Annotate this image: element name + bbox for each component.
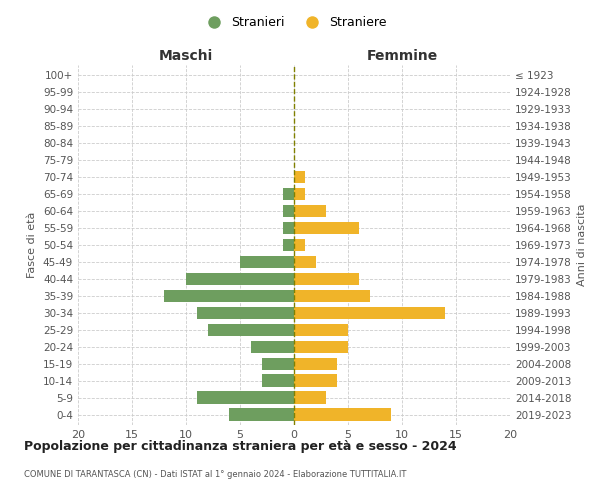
- Y-axis label: Fasce di età: Fasce di età: [28, 212, 37, 278]
- Bar: [283, 238, 294, 252]
- Bar: [197, 392, 294, 404]
- Bar: [294, 324, 348, 336]
- Bar: [262, 358, 294, 370]
- Bar: [294, 170, 305, 183]
- Bar: [208, 324, 294, 336]
- Bar: [186, 272, 294, 285]
- Y-axis label: Anni di nascita: Anni di nascita: [577, 204, 587, 286]
- Bar: [240, 256, 294, 268]
- Bar: [294, 290, 370, 302]
- Bar: [294, 256, 316, 268]
- Legend: Stranieri, Straniere: Stranieri, Straniere: [196, 11, 392, 34]
- Bar: [197, 306, 294, 320]
- Bar: [294, 374, 337, 387]
- Text: Popolazione per cittadinanza straniera per età e sesso - 2024: Popolazione per cittadinanza straniera p…: [24, 440, 457, 453]
- Bar: [283, 222, 294, 234]
- Bar: [294, 222, 359, 234]
- Bar: [164, 290, 294, 302]
- Bar: [294, 272, 359, 285]
- Text: Femmine: Femmine: [367, 50, 437, 64]
- Bar: [294, 204, 326, 218]
- Bar: [294, 238, 305, 252]
- Bar: [283, 204, 294, 218]
- Text: COMUNE DI TARANTASCA (CN) - Dati ISTAT al 1° gennaio 2024 - Elaborazione TUTTITA: COMUNE DI TARANTASCA (CN) - Dati ISTAT a…: [24, 470, 406, 479]
- Text: Maschi: Maschi: [159, 50, 213, 64]
- Bar: [229, 408, 294, 421]
- Bar: [251, 340, 294, 353]
- Bar: [262, 374, 294, 387]
- Bar: [294, 358, 337, 370]
- Bar: [294, 306, 445, 320]
- Bar: [294, 392, 326, 404]
- Bar: [294, 188, 305, 200]
- Bar: [294, 408, 391, 421]
- Bar: [283, 188, 294, 200]
- Bar: [294, 340, 348, 353]
